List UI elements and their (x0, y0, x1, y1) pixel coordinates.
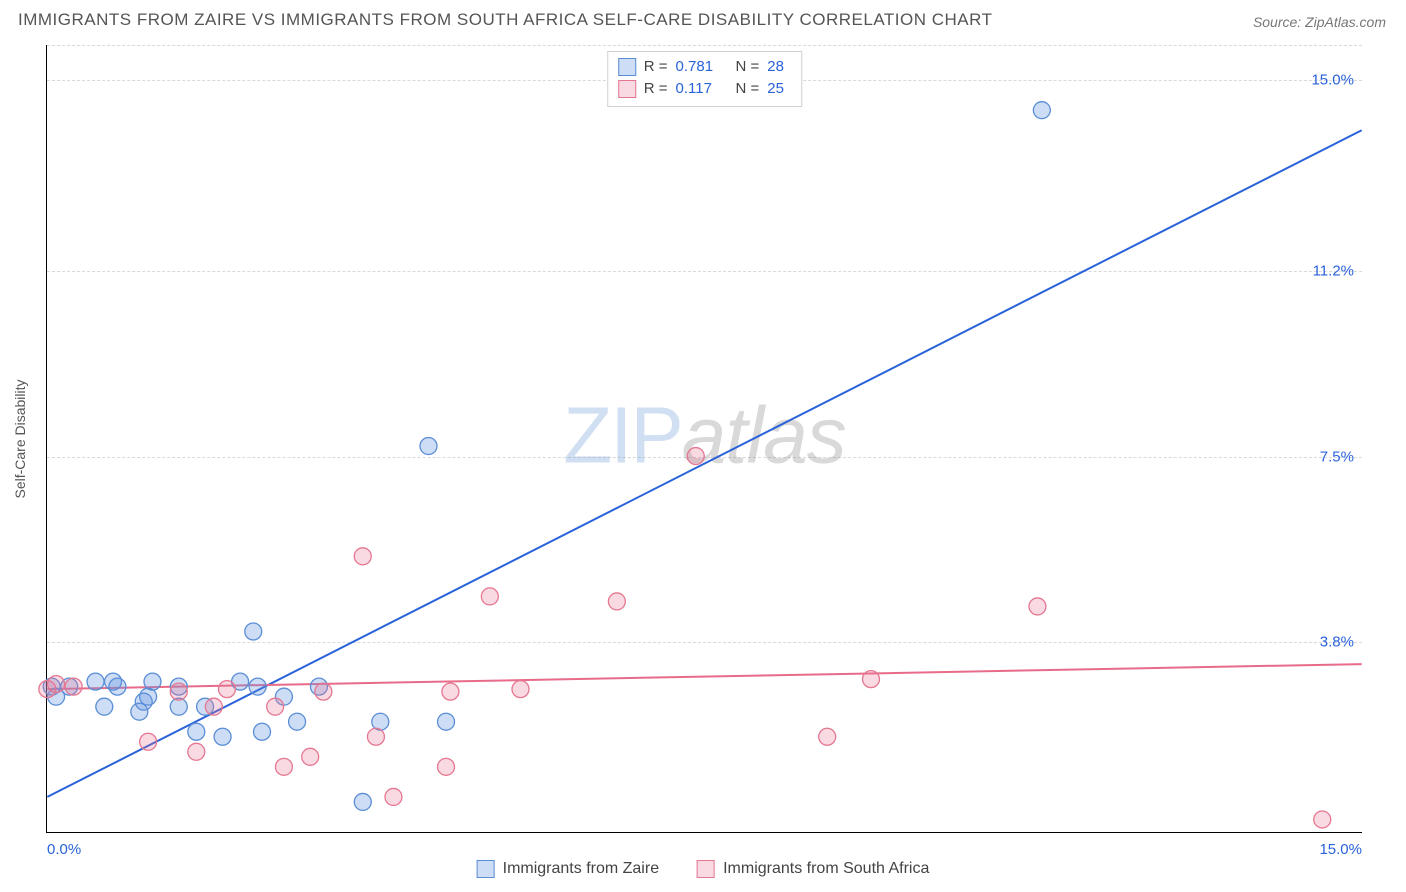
point-south_africa (481, 588, 498, 605)
point-zaire (140, 688, 157, 705)
point-south_africa (188, 743, 205, 760)
y-tick-label: 7.5% (1320, 448, 1354, 465)
point-south_africa (302, 748, 319, 765)
r-value-sa: 0.117 (676, 78, 728, 100)
chart-title: IMMIGRANTS FROM ZAIRE VS IMMIGRANTS FROM… (18, 10, 992, 30)
legend-item-sa: Immigrants from South Africa (697, 860, 929, 878)
point-south_africa (170, 683, 187, 700)
point-south_africa (267, 698, 284, 715)
point-zaire (144, 673, 161, 690)
point-south_africa (442, 683, 459, 700)
swatch-sa-icon (697, 860, 715, 878)
y-tick-label: 15.0% (1311, 72, 1354, 89)
corr-row-zaire: R = 0.781 N = 28 (618, 56, 792, 78)
legend-item-zaire: Immigrants from Zaire (477, 860, 659, 878)
series-legend: Immigrants from Zaire Immigrants from So… (477, 860, 930, 878)
point-south_africa (218, 681, 235, 698)
point-south_africa (354, 548, 371, 565)
point-south_africa (512, 681, 529, 698)
x-tick-min: 0.0% (47, 841, 81, 858)
point-zaire (420, 438, 437, 455)
point-zaire (372, 713, 389, 730)
point-zaire (289, 713, 306, 730)
corr-row-sa: R = 0.117 N = 25 (618, 78, 792, 100)
point-zaire (1033, 102, 1050, 119)
plot-area: ZIPatlas R = 0.781 N = 28 R = 0.117 N = … (46, 45, 1362, 833)
point-south_africa (205, 698, 222, 715)
point-south_africa (140, 733, 157, 750)
point-zaire (438, 713, 455, 730)
y-tick-label: 3.8% (1320, 634, 1354, 651)
point-zaire (249, 678, 266, 695)
point-zaire (109, 678, 126, 695)
point-south_africa (687, 448, 704, 465)
point-south_africa (367, 728, 384, 745)
point-south_africa (1314, 811, 1331, 828)
point-south_africa (819, 728, 836, 745)
correlation-legend: R = 0.781 N = 28 R = 0.117 N = 25 (607, 51, 803, 107)
point-south_africa (275, 758, 292, 775)
point-south_africa (438, 758, 455, 775)
point-south_africa (862, 671, 879, 688)
source-attribution: Source: ZipAtlas.com (1253, 14, 1386, 30)
point-zaire (354, 793, 371, 810)
point-south_africa (48, 676, 65, 693)
swatch-zaire-icon (477, 860, 495, 878)
n-value-sa: 25 (767, 78, 791, 100)
point-south_africa (65, 678, 82, 695)
point-zaire (254, 723, 271, 740)
n-label: N = (736, 78, 760, 100)
point-zaire (96, 698, 113, 715)
plot-svg (47, 45, 1362, 832)
point-zaire (188, 723, 205, 740)
swatch-zaire (618, 58, 636, 76)
chart-container: Self-Care Disability ZIPatlas R = 0.781 … (0, 45, 1406, 892)
y-tick-label: 11.2% (1313, 262, 1354, 279)
n-label: N = (736, 56, 760, 78)
legend-label-sa: Immigrants from South Africa (723, 860, 929, 878)
x-tick-max: 15.0% (1319, 841, 1362, 858)
trend-line-zaire (47, 130, 1361, 797)
y-axis-label: Self-Care Disability (12, 379, 28, 498)
r-label: R = (644, 78, 668, 100)
point-zaire (245, 623, 262, 640)
point-south_africa (385, 788, 402, 805)
point-south_africa (1029, 598, 1046, 615)
r-label: R = (644, 56, 668, 78)
point-south_africa (315, 683, 332, 700)
swatch-south-africa (618, 80, 636, 98)
legend-label-zaire: Immigrants from Zaire (503, 860, 659, 878)
point-zaire (214, 728, 231, 745)
point-zaire (87, 673, 104, 690)
r-value-zaire: 0.781 (676, 56, 728, 78)
n-value-zaire: 28 (767, 56, 791, 78)
point-south_africa (608, 593, 625, 610)
